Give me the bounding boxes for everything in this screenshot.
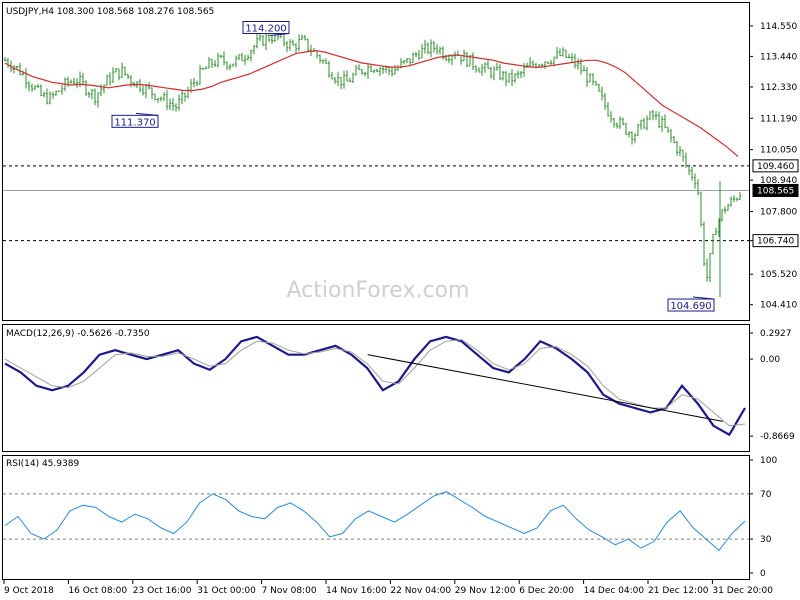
rsi-header: RSI(14) 45.9389: [6, 459, 79, 469]
moving-average-line: [4, 49, 739, 157]
level-label-2: 106.740: [757, 237, 794, 247]
x-tick-label: 7 Nov 08:00: [262, 586, 317, 596]
annotation-leader-2: [692, 296, 715, 300]
main-y-tick-label: 112.330: [760, 83, 797, 93]
macd-series-macd: [4, 335, 746, 437]
annotation-box-2: [667, 298, 715, 312]
rsi-panel: [2, 455, 750, 580]
annotation-label-2: 104.690: [670, 301, 711, 312]
level-label-box-0: [752, 159, 799, 173]
x-tick-label: 29 Nov 12:00: [455, 586, 516, 596]
x-tick-label: 14 Nov 16:00: [326, 586, 387, 596]
annotation-box-1: [111, 114, 159, 128]
annotation-box-0: [242, 21, 290, 34]
main-y-tick-label: 110.050: [760, 146, 797, 156]
macd-panel: [2, 324, 750, 452]
main-header: USDJPY,H4 108.300 108.568 108.276 108.56…: [6, 7, 214, 17]
x-tick-label: 23 Oct 16:00: [133, 586, 192, 596]
rsi-y-tick-label: 30: [760, 535, 772, 545]
macd-y-tick-label: 0.00: [760, 355, 780, 365]
main-y-tick-label: 111.190: [760, 114, 797, 124]
level-label-box-2: [752, 234, 799, 248]
x-tick-label: 14 Dec 04:00: [584, 586, 645, 596]
macd-header: MACD(12,26,9) -0.5626 -0.7350: [6, 329, 150, 339]
main-y-tick-label: 105.520: [760, 270, 797, 280]
macd-y-tick-label: -0.8669: [760, 432, 795, 442]
main-y-tick-label: 113.440: [760, 52, 797, 62]
main-panel: [2, 2, 750, 321]
annotation-leader-0: [269, 33, 290, 36]
main-y-tick-label: 104.410: [760, 301, 797, 311]
annotation-leader-1: [135, 112, 159, 116]
x-tick-label: 31 Oct 00:00: [197, 586, 256, 596]
x-tick-label: 9 Oct 2018: [4, 586, 54, 596]
level-label-0: 109.460: [757, 162, 794, 172]
level-label-box-1: [752, 183, 799, 197]
annotation-label-0: 114.200: [245, 24, 286, 35]
x-tick-label: 22 Nov 04:00: [390, 586, 451, 596]
annotation-label-1: 111.370: [114, 117, 155, 128]
main-y-tick-label: 107.800: [760, 208, 797, 218]
level-label-1: 108.565: [757, 186, 794, 196]
macd-series-signal: [4, 339, 746, 427]
rsi-y-tick-label: 100: [760, 456, 777, 466]
rsi-y-tick-label: 0: [760, 569, 766, 579]
x-tick-label: 31 Dec 20:00: [712, 586, 773, 596]
main-y-tick-label: 114.550: [760, 22, 797, 32]
macd-y-tick-label: 0.2927: [760, 329, 792, 339]
macd-trendline: [367, 354, 723, 422]
x-tick-label: 21 Dec 12:00: [648, 586, 709, 596]
x-tick-label: 6 Dec 20:00: [519, 586, 574, 596]
rsi-y-tick-label: 70: [760, 490, 772, 500]
main-y-tick-label: 108.940: [760, 176, 797, 186]
x-tick-label: 16 Oct 08:00: [68, 586, 127, 596]
watermark: ActionForex.com: [287, 278, 470, 303]
rsi-line: [4, 491, 746, 552]
